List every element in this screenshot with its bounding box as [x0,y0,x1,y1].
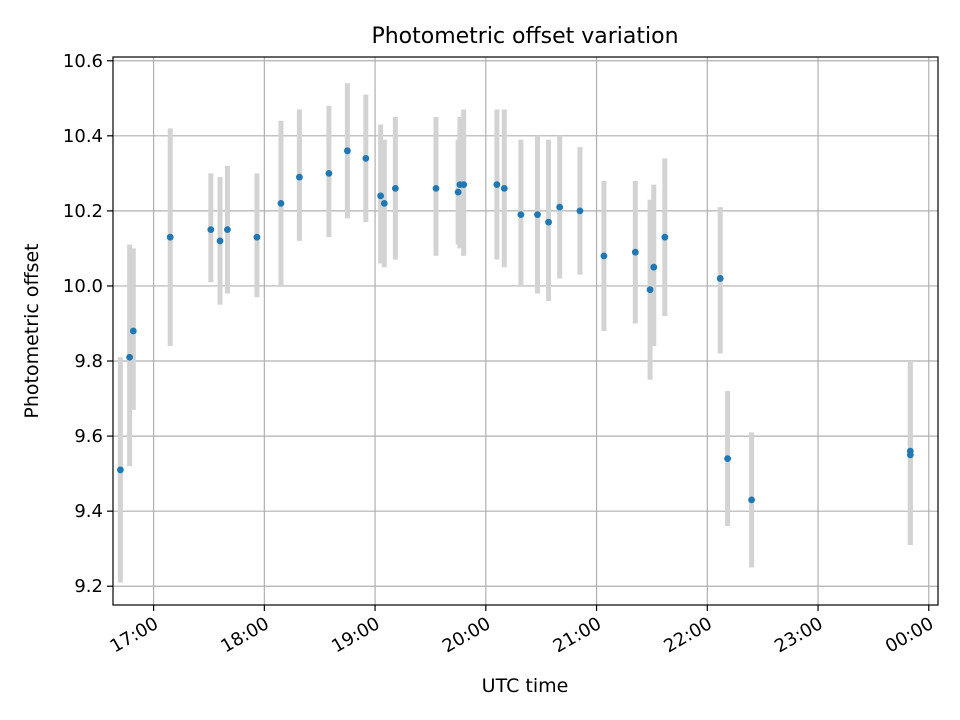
y-tick-label: 10.2 [63,201,103,222]
data-point [343,147,351,155]
data-point [631,248,639,256]
data-point [716,275,724,282]
data-point [126,353,134,361]
plot-frame [112,56,939,606]
y-tick-label: 9.4 [74,501,103,522]
data-point [646,286,654,294]
data-point [296,173,303,181]
data-point [650,263,658,271]
y-tick-label: 10.0 [63,276,103,297]
data-point [556,203,564,211]
data-point [216,237,224,245]
data-point [380,199,388,207]
data-point [545,218,552,226]
data-point [460,181,468,189]
data-point [377,192,385,200]
y-tick-label: 9.8 [74,351,103,372]
data-point [277,199,285,207]
y-axis-label: Photometric offset [21,243,43,418]
y-tick-label: 9.6 [74,426,103,447]
data-point [906,451,914,459]
data-point [534,211,541,219]
data-point [391,184,399,192]
data-point [325,169,333,177]
y-tick-label: 10.4 [63,126,103,147]
data-point [724,455,731,463]
x-axis-label: UTC time [482,675,569,697]
data-point [576,207,584,215]
y-axis: 9.2 9.4 9.6 9.8 10.0 10.2 10.4 10.6 [63,51,113,597]
data-point [517,211,525,219]
grid [113,57,938,605]
data-point [500,184,508,192]
data-point [661,233,669,241]
data-point [362,154,370,162]
y-tick-label: 10.6 [63,51,103,72]
data-point [166,233,174,241]
data-point [748,496,755,504]
data-point [116,466,124,474]
data-point [493,181,501,189]
y-tick-label: 9.2 [74,576,103,597]
chart-title: Photometric offset variation [371,24,678,49]
data-point [253,233,261,241]
data-point [207,226,215,234]
data-point [454,188,462,196]
data-point [224,226,231,234]
data-point [129,327,137,335]
data-point [600,252,608,260]
data-point [432,184,440,192]
data-points [116,147,914,504]
